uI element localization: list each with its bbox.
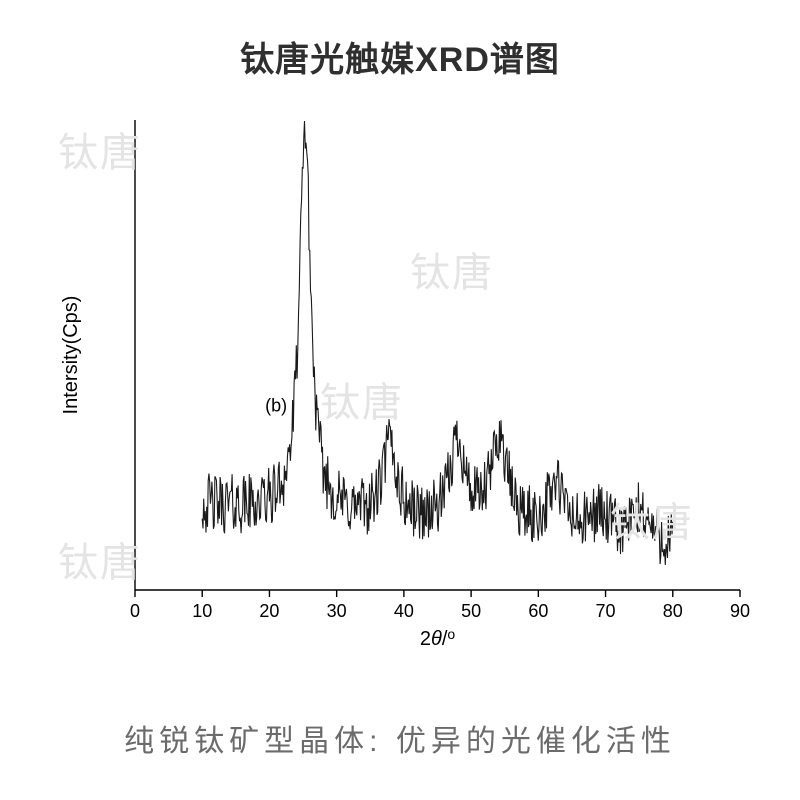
- x-tick-label: 70: [596, 601, 616, 621]
- x-tick-label: 20: [259, 601, 279, 621]
- x-tick-label: 10: [192, 601, 212, 621]
- watermark: 钛唐: [610, 490, 694, 548]
- watermark: 钛唐: [58, 530, 142, 588]
- watermark: 钛唐: [58, 120, 142, 178]
- x-tick-label: 40: [394, 601, 414, 621]
- x-tick-label: 0: [130, 601, 140, 621]
- xrd-trace: [202, 121, 673, 565]
- watermark: 钛唐: [320, 370, 404, 428]
- page: 钛唐光触媒XRD谱图 0 10 20 30 40 50 60 70 80 90 2θ/o Inters…: [0, 0, 800, 800]
- x-tick-label: 90: [730, 601, 750, 621]
- y-axis-label: Intersity(Cps): [60, 296, 82, 415]
- caption-text: 纯锐钛矿型晶体: 优异的光催化活性: [0, 716, 800, 760]
- x-tick-label: 80: [663, 601, 683, 621]
- page-title: 钛唐光触媒XRD谱图: [0, 32, 800, 81]
- series-label: (b): [265, 395, 287, 415]
- x-tick-label: 50: [461, 601, 481, 621]
- x-tick-label: 30: [327, 601, 347, 621]
- x-axis-label: 2θ/o: [420, 626, 456, 650]
- watermark: 钛唐: [410, 240, 494, 298]
- x-tick-label: 60: [528, 601, 548, 621]
